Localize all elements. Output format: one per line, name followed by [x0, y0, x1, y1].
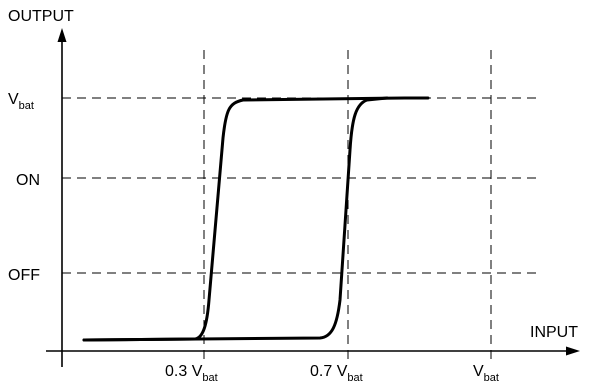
- x-tick-label-low: 0.3 Vbat: [165, 363, 218, 384]
- x-tick-label-vbat: Vbat: [473, 363, 499, 384]
- y-level-label-vbat: Vbat: [8, 91, 34, 112]
- hysteresis-falling-branch: [82, 96, 389, 342]
- hysteresis-rising-branch: [82, 96, 430, 342]
- y-level-label-off: OFF: [8, 267, 40, 284]
- y-axis-label: OUTPUT: [8, 8, 74, 25]
- y-level-label-on: ON: [16, 172, 40, 189]
- y-axis-arrow-icon: [57, 28, 67, 42]
- x-tick-label-high: 0.7 Vbat: [310, 363, 363, 384]
- x-axis-label: INPUT: [530, 324, 578, 341]
- x-axis-arrow-icon: [566, 346, 580, 356]
